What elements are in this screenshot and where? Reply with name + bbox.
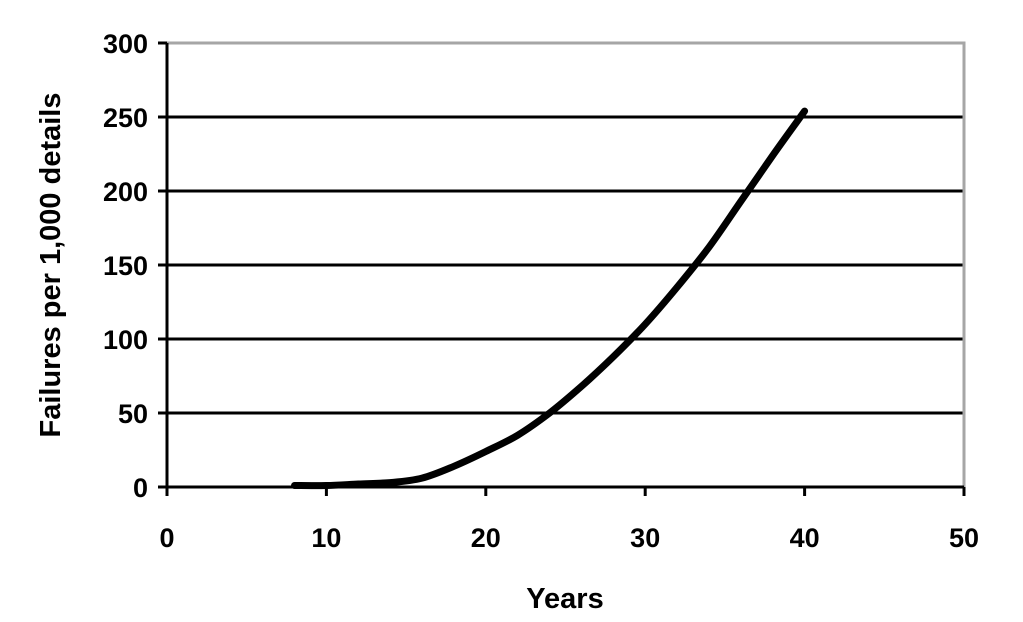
y-tick-label-50: 50 xyxy=(118,399,148,429)
x-tick-labels: 0 10 20 30 40 50 xyxy=(159,523,979,553)
y-tick-label-100: 100 xyxy=(103,325,148,355)
x-tick-label-0: 0 xyxy=(159,523,174,553)
y-tick-label-250: 250 xyxy=(103,103,148,133)
x-tick-label-30: 30 xyxy=(630,523,660,553)
y-axis-title: Failures per 1,000 details xyxy=(35,93,67,438)
x-tick-label-40: 40 xyxy=(790,523,820,553)
y-tick-label-150: 150 xyxy=(103,251,148,281)
x-tick-label-50: 50 xyxy=(949,523,979,553)
tick-marks xyxy=(158,41,966,496)
y-tick-label-200: 200 xyxy=(103,177,148,207)
series-line xyxy=(291,107,809,490)
gridlines xyxy=(167,115,964,415)
x-axis-title: Years xyxy=(526,583,603,615)
x-tick-label-20: 20 xyxy=(471,523,501,553)
y-tick-labels: 0 50 100 150 200 250 300 xyxy=(103,29,148,503)
axes xyxy=(165,43,964,493)
y-tick-label-300: 300 xyxy=(103,29,148,59)
y-tick-label-0: 0 xyxy=(133,473,148,503)
x-tick-label-10: 10 xyxy=(311,523,341,553)
